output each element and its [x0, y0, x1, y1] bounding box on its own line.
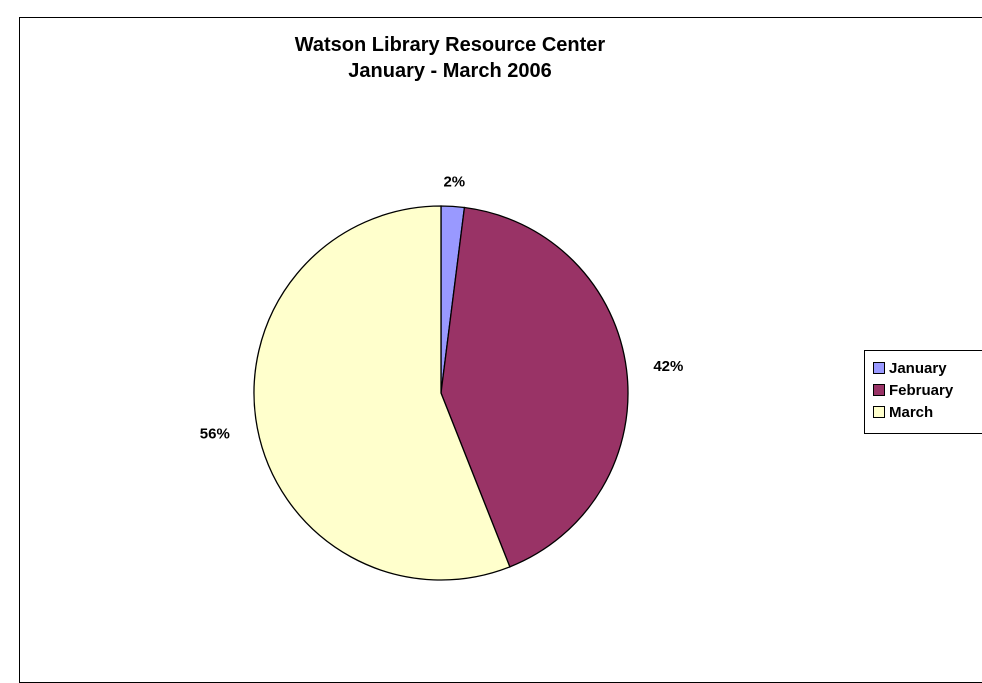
chart-title: Watson Library Resource Center January -…: [0, 32, 900, 84]
legend-swatch-february: [873, 384, 885, 396]
data-label-february: 42%: [653, 358, 683, 375]
chart-title-line-2: January - March 2006: [348, 60, 552, 82]
legend-item-march: March: [873, 401, 982, 423]
legend-item-january: January: [873, 357, 982, 379]
chart-title-line-1: Watson Library Resource Center: [294, 34, 606, 56]
legend-label-march: March: [889, 403, 934, 421]
data-label-march: 56%: [200, 425, 230, 442]
legend: January February March: [864, 350, 982, 434]
legend-label-february: February: [889, 381, 954, 399]
legend-item-february: February: [873, 379, 982, 401]
legend-swatch-march: [873, 406, 885, 418]
pie-slice-february: [440, 206, 629, 568]
data-label-january: 2%: [443, 173, 465, 190]
legend-swatch-january: [873, 362, 885, 374]
legend-label-january: January: [889, 359, 947, 377]
pie-slice-march: [253, 205, 511, 581]
